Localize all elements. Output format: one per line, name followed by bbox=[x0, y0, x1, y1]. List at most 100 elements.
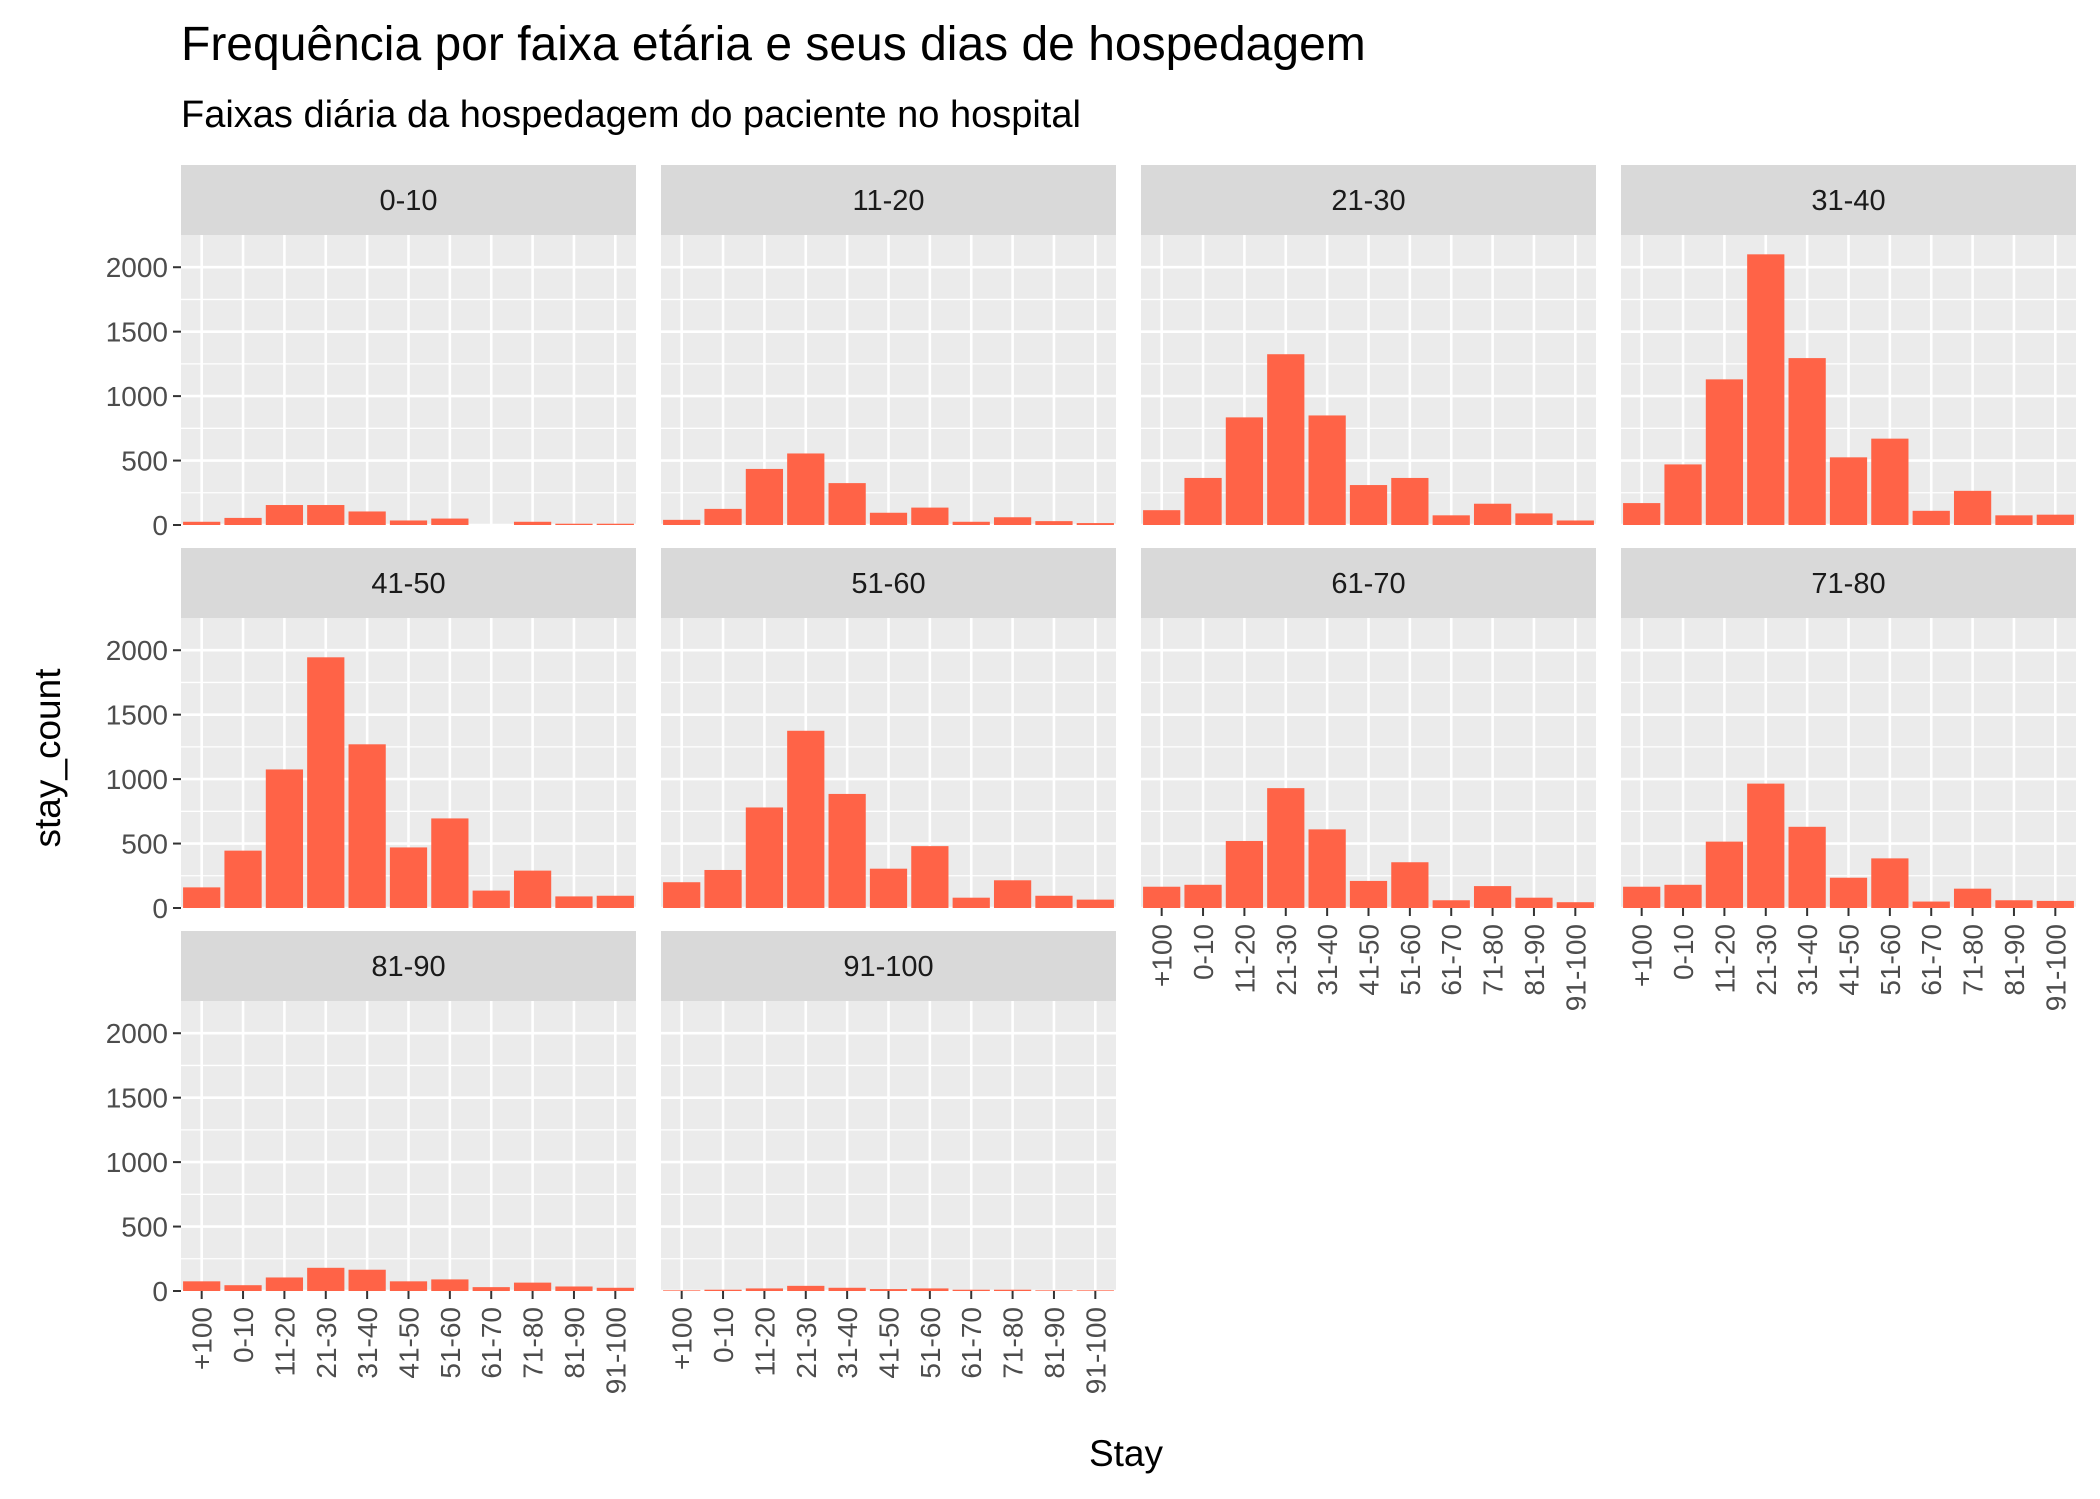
bar-61-70 bbox=[472, 890, 510, 908]
facet-strip bbox=[181, 165, 636, 235]
facet-strip bbox=[661, 165, 1116, 235]
x-tick-label: 91-100 bbox=[600, 1307, 631, 1394]
bar-51-60 bbox=[1391, 477, 1429, 525]
bar-11-20 bbox=[265, 769, 304, 908]
x-tick-label: 81-90 bbox=[1519, 924, 1550, 996]
bar-11-20 bbox=[745, 468, 784, 525]
facet-panels: 0-10 0 500 1000 1500 2000 11-20 21-30 31-40 41-50… bbox=[106, 165, 2076, 1394]
bar-+100 bbox=[1623, 503, 1661, 525]
x-tick-label: 91-100 bbox=[1560, 924, 1591, 1011]
bar-0-10 bbox=[224, 517, 262, 525]
x-tick-label: 91-100 bbox=[1080, 1307, 1111, 1394]
bar-91-100 bbox=[1076, 523, 1114, 525]
bar-91-100 bbox=[1556, 520, 1594, 525]
x-tick-label: 71-80 bbox=[1958, 924, 1989, 996]
x-tick-label: 91-100 bbox=[2040, 924, 2071, 1011]
bar-51-60 bbox=[1871, 438, 1909, 525]
bar-81-90 bbox=[1035, 895, 1073, 908]
y-tick-label: 0 bbox=[152, 893, 168, 924]
facet-61-70: 61-70 +100 0-10 11-20 21-30 31-40 41-50 51-60 61… bbox=[1141, 548, 1596, 1011]
bar-0-10 bbox=[1664, 464, 1702, 525]
bar-0-10 bbox=[704, 869, 742, 908]
x-tick-label: 81-90 bbox=[1999, 924, 2030, 996]
facet-71-80: 71-80 +100 0-10 11-20 21-30 31-40 41-50 51-60 61… bbox=[1621, 548, 2076, 1011]
bar-11-20 bbox=[745, 1288, 784, 1291]
bar-11-20 bbox=[1225, 417, 1264, 525]
bar-21-30 bbox=[1267, 354, 1305, 525]
bar-81-90 bbox=[555, 896, 593, 908]
bar-41-50 bbox=[869, 1289, 908, 1291]
x-tick-label: 0-10 bbox=[228, 1307, 259, 1363]
y-tick-label: 1000 bbox=[106, 1147, 168, 1178]
facet-strip-label: 81-90 bbox=[371, 951, 445, 983]
y-tick-label: 0 bbox=[152, 510, 168, 541]
facet-91-100: 91-100 +100 0-10 11-20 21-30 31-40 41-50 51-60 6… bbox=[661, 931, 1116, 1394]
bar-41-50 bbox=[1349, 485, 1388, 525]
bar-0-10 bbox=[224, 850, 262, 908]
x-tick-label: 11-20 bbox=[749, 1307, 780, 1377]
bar-+100 bbox=[663, 882, 701, 908]
x-tick-label: 51-60 bbox=[1395, 924, 1426, 996]
bar-61-70 bbox=[1432, 515, 1470, 525]
bar-41-50 bbox=[869, 512, 908, 525]
bar-11-20 bbox=[265, 505, 304, 525]
facet-strip-label: 11-20 bbox=[852, 185, 924, 217]
bar-31-40 bbox=[348, 744, 386, 908]
x-tick-label: 11-20 bbox=[1229, 924, 1260, 994]
x-tick-label: 11-20 bbox=[1709, 924, 1740, 994]
bar-51-60 bbox=[911, 846, 949, 908]
facet-strip-label: 51-60 bbox=[851, 568, 925, 600]
bar-81-90 bbox=[1035, 1290, 1073, 1291]
bar-21-30 bbox=[1747, 783, 1785, 908]
y-tick-label: 1500 bbox=[106, 700, 168, 731]
x-tick-label: 51-60 bbox=[435, 1307, 466, 1379]
facet-strip-label: 0-10 bbox=[379, 185, 437, 217]
bar-41-50 bbox=[1829, 457, 1868, 525]
bar-41-50 bbox=[389, 520, 428, 525]
facet-strip bbox=[1141, 548, 1596, 618]
bar-41-50 bbox=[1349, 880, 1388, 908]
x-tick-label: 0-10 bbox=[1668, 924, 1699, 980]
x-tick-label: 61-70 bbox=[956, 1307, 987, 1379]
bar-51-60 bbox=[1871, 858, 1909, 908]
y-tick-label: 1000 bbox=[106, 381, 168, 412]
x-tick-label: +100 bbox=[187, 1307, 218, 1370]
facet-51-60: 51-60 bbox=[661, 548, 1116, 910]
bar-91-100 bbox=[2036, 900, 2074, 908]
bar-61-70 bbox=[1912, 901, 1950, 908]
y-tick-label: 500 bbox=[121, 446, 168, 477]
x-tick-label: 61-70 bbox=[1436, 924, 1467, 996]
y-tick-label: 2000 bbox=[106, 635, 168, 666]
bar-21-30 bbox=[787, 730, 825, 908]
bar-31-40 bbox=[348, 511, 386, 525]
bar-61-70 bbox=[1912, 510, 1950, 525]
x-tick-label: 41-50 bbox=[394, 1307, 425, 1379]
x-tick-label: 31-40 bbox=[1792, 924, 1823, 996]
facet-81-90: 81-90 0 500 1000 1500 2000 +100 0-10 11-20 21-30 3… bbox=[106, 931, 636, 1394]
bar-91-100 bbox=[2036, 514, 2074, 525]
bar-61-70 bbox=[952, 521, 990, 525]
bar-21-30 bbox=[1267, 788, 1305, 908]
facet-41-50: 41-50 0 500 1000 1500 2000 bbox=[106, 548, 636, 924]
x-tick-label: 41-50 bbox=[874, 1307, 905, 1379]
x-tick-label: 0-10 bbox=[1188, 924, 1219, 980]
bar-71-80 bbox=[513, 1282, 552, 1291]
bar-11-20 bbox=[1705, 841, 1744, 908]
x-tick-label: 61-70 bbox=[476, 1307, 507, 1379]
bar-71-80 bbox=[1473, 886, 1512, 908]
x-tick-label: +100 bbox=[667, 1307, 698, 1370]
bar-31-40 bbox=[1308, 829, 1346, 908]
facet-strip bbox=[1141, 165, 1596, 235]
bar-0-10 bbox=[704, 1289, 742, 1291]
y-tick-label: 1500 bbox=[106, 317, 168, 348]
bar-71-80 bbox=[993, 517, 1032, 525]
bar-71-80 bbox=[513, 870, 552, 908]
x-tick-label: 21-30 bbox=[1751, 924, 1782, 996]
facet-strip bbox=[1621, 548, 2076, 618]
chart-title: Frequência por faixa etária e seus dias … bbox=[181, 18, 1366, 71]
bar-81-90 bbox=[555, 523, 593, 525]
bar-81-90 bbox=[1035, 521, 1073, 525]
bar-71-80 bbox=[1953, 888, 1992, 908]
bar-31-40 bbox=[1308, 415, 1346, 525]
x-axis-label: Stay bbox=[1089, 1433, 1164, 1474]
